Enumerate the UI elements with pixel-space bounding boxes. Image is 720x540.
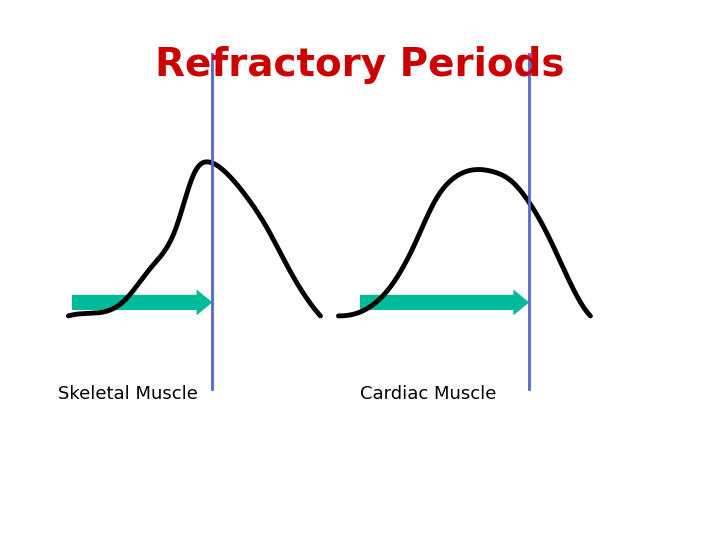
Text: Cardiac Muscle: Cardiac Muscle	[360, 385, 496, 403]
Polygon shape	[72, 289, 212, 315]
Text: Skeletal Muscle: Skeletal Muscle	[58, 385, 197, 403]
Text: Refractory Periods: Refractory Periods	[156, 46, 564, 84]
Polygon shape	[360, 289, 529, 315]
